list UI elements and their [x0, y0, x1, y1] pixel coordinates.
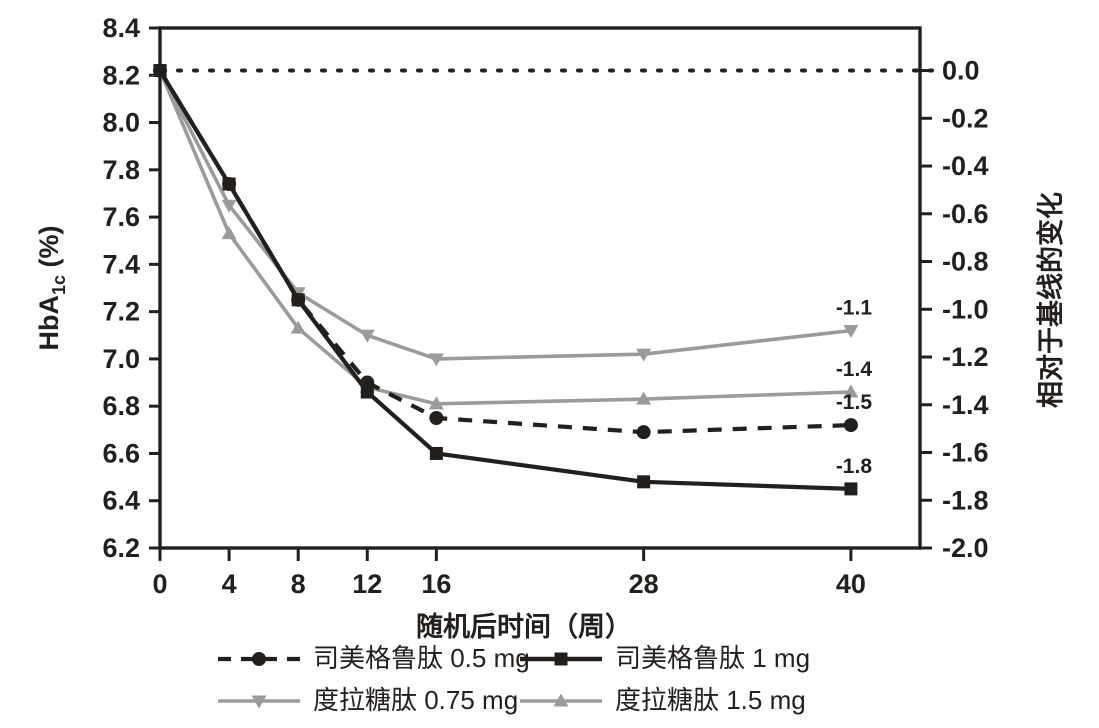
marker-triangle-up [290, 320, 306, 334]
marker-triangle-up [553, 693, 569, 707]
x-axis-ticks: 0 4 8 12 16 28 40 [152, 548, 866, 599]
x-tick-label: 12 [352, 569, 382, 599]
marker-triangle-down [251, 695, 267, 709]
marker-square [360, 385, 374, 399]
right-tick-label: -0.8 [942, 247, 989, 277]
chart-legend: 司美格鲁肽 0.5 mg 司美格鲁肽 1 mg 度拉糖肽 0.75 mg 度拉糖肽 1… [218, 643, 810, 715]
legend-item-semaglutide-0-5[interactable]: 司美格鲁肽 0.5 mg [218, 643, 530, 673]
endpoint-label-dulaglutide-1-5: -1.4 [836, 358, 873, 381]
right-tick-label: 0.0 [942, 56, 980, 86]
marker-triangle-up [636, 391, 652, 405]
left-tick-label: 8.0 [102, 108, 140, 138]
left-tick-label: 7.6 [102, 202, 140, 232]
left-tick-label: 7.4 [102, 249, 140, 279]
marker-square [637, 475, 651, 489]
left-tick-label: 7.0 [102, 344, 140, 374]
marker-triangle-down [636, 348, 652, 362]
left-tick-label: 6.6 [102, 438, 140, 468]
marker-square [844, 482, 858, 496]
right-tick-label: -1.8 [942, 485, 989, 515]
right-tick-label: -1.4 [942, 390, 989, 420]
legend-label-semaglutide-0-5: 司美格鲁肽 0.5 mg [313, 643, 530, 673]
right-tick-label: -2.0 [942, 533, 989, 563]
marker-square [291, 293, 305, 307]
marker-square [429, 446, 443, 460]
marker-square [222, 177, 236, 191]
endpoint-labels-layer: -1.5 -1.8 -1.1 -1.4 [836, 297, 873, 478]
right-tick-label: -0.4 [942, 151, 989, 181]
right-tick-label: -0.2 [942, 103, 989, 133]
legend-item-semaglutide-1[interactable]: 司美格鲁肽 1 mg [520, 643, 810, 673]
plot-border [158, 26, 922, 550]
marker-triangle-down [359, 329, 375, 343]
marker-triangle-up [221, 226, 237, 240]
marker-circle [252, 652, 266, 666]
x-tick-label: 28 [629, 569, 659, 599]
x-tick-label: 40 [836, 569, 866, 599]
marker-square [554, 652, 568, 666]
legend-item-dulaglutide-0-75[interactable]: 度拉糖肽 0.75 mg [218, 685, 518, 715]
x-tick-label: 4 [222, 569, 237, 599]
right-tick-label: -1.6 [942, 438, 989, 468]
x-tick-label: 16 [421, 569, 451, 599]
left-tick-label: 6.2 [102, 533, 140, 563]
marker-triangle-down [221, 199, 237, 213]
marker-triangle-up [843, 384, 859, 398]
legend-label-dulaglutide-1-5: 度拉糖肽 1.5 mg [615, 685, 806, 715]
axis-titles: 随机后时间（周） HbA1c (%) 相对于基线的变化 [34, 192, 1066, 642]
endpoint-label-semaglutide-0-5: -1.5 [836, 391, 873, 414]
left-tick-label: 8.2 [102, 60, 140, 90]
legend-label-dulaglutide-0-75: 度拉糖肽 0.75 mg [313, 685, 518, 715]
left-tick-label: 6.4 [102, 486, 140, 516]
marker-circle [636, 425, 651, 440]
endpoint-label-semaglutide-1: -1.8 [836, 455, 873, 478]
x-axis-title: 随机后时间（周） [416, 612, 632, 642]
marker-square [153, 64, 167, 78]
right-tick-label: -0.6 [942, 199, 989, 229]
marker-triangle-down [843, 325, 859, 339]
x-tick-label: 8 [291, 569, 306, 599]
y-axis-title-right: 相对于基线的变化 [1035, 192, 1066, 408]
y-axis-title-left: HbA1c (%) [34, 225, 69, 350]
left-tick-label: 8.4 [102, 13, 140, 43]
marker-circle [843, 418, 858, 433]
right-tick-label: -1.2 [942, 342, 989, 372]
series-semaglutide-1 [153, 64, 858, 496]
data-series-layer [152, 63, 859, 496]
left-tick-label: 6.8 [102, 391, 140, 421]
legend-item-dulaglutide-1-5[interactable]: 度拉糖肽 1.5 mg [520, 685, 806, 715]
right-axis-ticks: 0.0 -0.2 -0.4 -0.6 -0.8 -1.0 -1.2 -1.4 -1.6 -1.8 -… [920, 56, 989, 563]
marker-circle [429, 411, 444, 425]
left-tick-label: 7.8 [102, 155, 140, 185]
left-tick-label: 7.2 [102, 297, 140, 327]
legend-label-semaglutide-1: 司美格鲁肽 1 mg [615, 643, 810, 673]
marker-triangle-up [428, 396, 444, 410]
marker-triangle-down [428, 353, 444, 367]
x-tick-label: 0 [152, 569, 167, 599]
endpoint-label-dulaglutide-0-75: -1.1 [836, 297, 873, 320]
right-tick-label: -1.0 [942, 294, 989, 324]
left-axis-ticks: 8.4 8.2 8.0 7.8 7.6 7.4 7.2 7.0 6.8 6.6 6.4 6.2 [102, 13, 160, 563]
plot-frame [158, 26, 922, 550]
